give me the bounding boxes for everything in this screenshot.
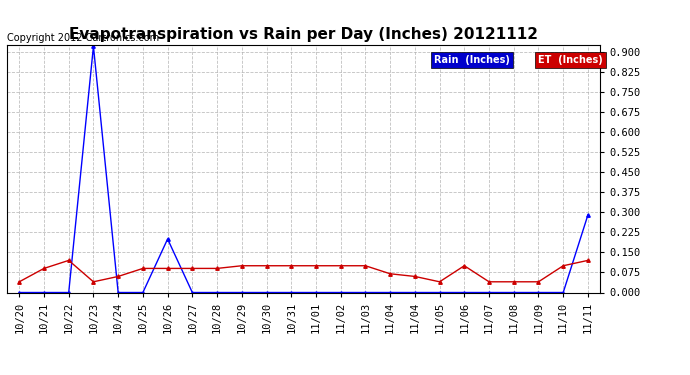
Title: Evapotranspiration vs Rain per Day (Inches) 20121112: Evapotranspiration vs Rain per Day (Inch… bbox=[69, 27, 538, 42]
Text: Copyright 2012 Cartronics.com: Copyright 2012 Cartronics.com bbox=[7, 33, 159, 42]
Text: ET  (Inches): ET (Inches) bbox=[538, 55, 603, 65]
Text: Rain  (Inches): Rain (Inches) bbox=[434, 55, 510, 65]
